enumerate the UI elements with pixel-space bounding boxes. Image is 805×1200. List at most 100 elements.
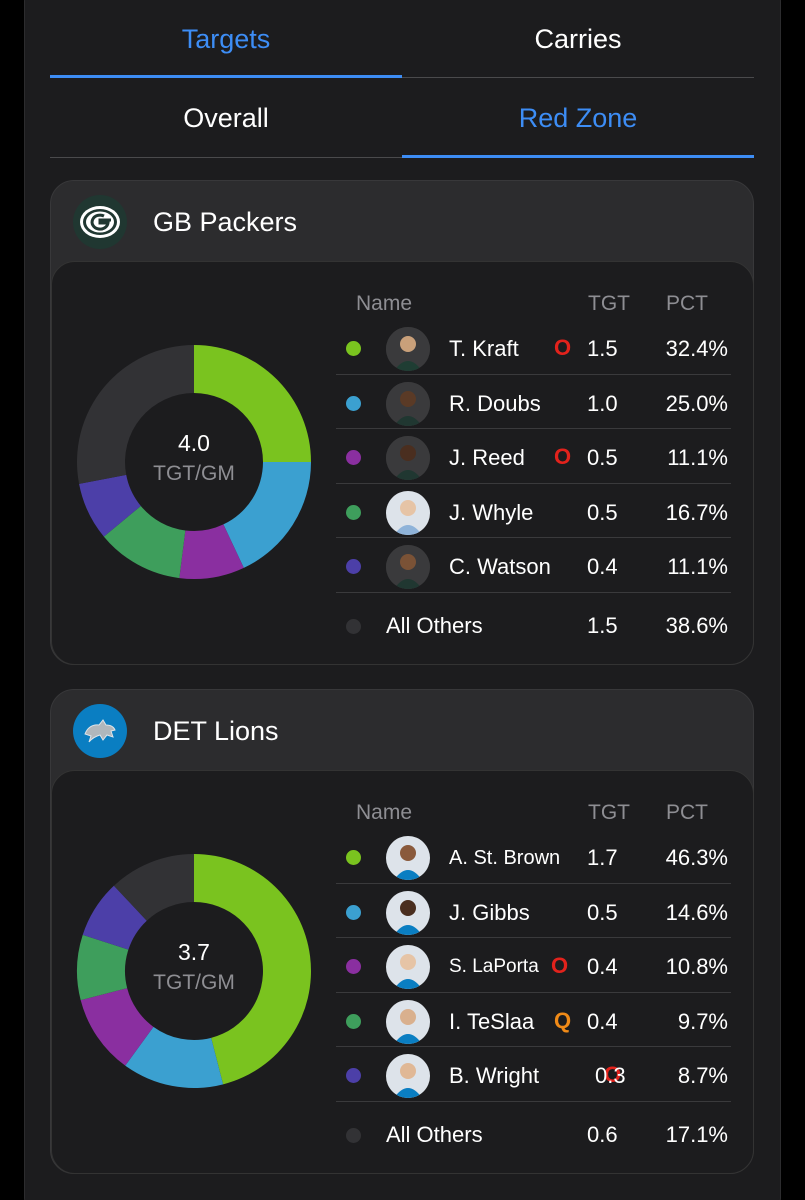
- legend-dot: [346, 959, 361, 974]
- team-header: GB Packers: [51, 181, 753, 263]
- team-card-gb: GB Packers 4.0 TGT/GM Name TGT PCT T. Kr…: [50, 180, 754, 665]
- team-header: DET Lions: [51, 690, 753, 772]
- player-name: All Others: [386, 612, 483, 638]
- pct-value: 16.7%: [665, 499, 728, 525]
- donut-slice-i-teslaa[interactable]: [77, 934, 129, 1001]
- tab-overall[interactable]: Overall: [183, 103, 269, 133]
- tgt-value: 0.5: [587, 445, 618, 470]
- tgt-value: 0.5: [587, 499, 618, 525]
- center-label: TGT/GM: [153, 462, 235, 485]
- center-value: 4.0: [178, 430, 210, 456]
- player-table: Name TGT PCT T. Kraft O 1.5 32.4% R. Dou…: [336, 290, 731, 655]
- legend-dot: [346, 1013, 361, 1029]
- team-name: DET Lions: [153, 715, 279, 746]
- player-name: J. Reed: [449, 445, 525, 470]
- tgt-value: 0.6: [587, 1121, 618, 1147]
- legend-dot: [346, 559, 361, 574]
- donut-slice-all-others[interactable]: [76, 345, 194, 484]
- donut-slice-j-whyle[interactable]: [103, 505, 186, 579]
- table-row[interactable]: J. Gibbs 0.5 14.6%: [336, 884, 731, 938]
- pct-value: 32.4%: [665, 336, 728, 361]
- tab-targets[interactable]: Targets: [50, 0, 402, 78]
- player-table: Name TGT PCT A. St. Brown 1.7 46.3% J. G…: [336, 799, 731, 1164]
- table-row[interactable]: A. St. Brown 1.7 46.3%: [336, 829, 731, 884]
- tgt-value: 1.7: [587, 845, 618, 870]
- lions-logo-icon: [73, 704, 127, 758]
- player-avatar: [386, 545, 430, 589]
- tgt-value: 1.5: [587, 612, 618, 638]
- tgt-value: 1.0: [587, 390, 618, 416]
- legend-dot: [346, 1068, 361, 1083]
- player-avatar: [386, 490, 430, 535]
- donut-slice-r-doubs[interactable]: [223, 462, 311, 568]
- legend-dot: [346, 395, 361, 411]
- donut-slice-t-kraft[interactable]: [194, 345, 311, 462]
- table-row[interactable]: S. LaPorta O 0.4 10.8%: [336, 938, 731, 993]
- center-label: TGT/GM: [153, 971, 235, 994]
- pct-value: 46.3%: [665, 845, 728, 870]
- team-name: GB Packers: [153, 206, 298, 237]
- injury-status: O: [554, 335, 572, 360]
- player-name: S. LaPorta: [449, 956, 539, 977]
- injury-status: Q: [554, 1007, 572, 1033]
- legend-dot: [346, 450, 361, 465]
- table-row[interactable]: C. Watson 0.4 11.1%: [336, 538, 731, 593]
- table-row[interactable]: J. Whyle 0.5 16.7%: [336, 484, 731, 538]
- primary-tabs: Targets Carries: [50, 0, 754, 78]
- legend-dot: [346, 904, 361, 920]
- injury-status: O: [551, 953, 569, 978]
- table-row[interactable]: I. TeSlaa Q 0.4 9.7%: [336, 993, 731, 1047]
- legend-dot: [346, 341, 361, 356]
- player-name: A. St. Brown: [449, 847, 561, 869]
- tgt-value: 0.5: [587, 899, 618, 925]
- player-name: J. Gibbs: [449, 899, 530, 925]
- pct-value: 10.8%: [665, 954, 728, 979]
- donut-slice-c-watson[interactable]: [79, 474, 141, 537]
- donut-slice-s-laporta[interactable]: [80, 988, 154, 1066]
- donut-slice-all-others[interactable]: [113, 854, 194, 921]
- player-avatar: [386, 436, 430, 480]
- tgt-value: 0.3: [595, 1063, 626, 1088]
- donut-slice-b-wright[interactable]: [82, 885, 147, 950]
- player-name: B. Wright: [449, 1063, 540, 1088]
- donut-slice-j-gibbs[interactable]: [125, 1026, 224, 1088]
- header-tgt: TGT: [588, 292, 630, 315]
- tab-carries[interactable]: Carries: [534, 24, 622, 54]
- donut-chart: [76, 345, 311, 579]
- player-name: I. TeSlaa: [449, 1008, 535, 1034]
- table-row[interactable]: J. Reed O 0.5 11.1%: [336, 429, 731, 484]
- injury-status: O: [604, 1062, 622, 1087]
- legend-dot: [346, 618, 361, 634]
- player-avatar: [386, 999, 430, 1044]
- table-row[interactable]: T. Kraft O 1.5 32.4%: [336, 320, 731, 375]
- header-pct: PCT: [666, 801, 708, 824]
- tgt-value: 0.4: [587, 954, 618, 979]
- secondary-tabs: Overall Red Zone: [50, 80, 754, 158]
- pct-value: 9.7%: [677, 1008, 728, 1034]
- player-name: C. Watson: [449, 554, 551, 579]
- table-row[interactable]: All Others 1.5 38.6%: [336, 593, 731, 655]
- team-stats-panel: 4.0 TGT/GM Name TGT PCT T. Kraft O 1.5 3…: [51, 261, 754, 665]
- legend-dot: [346, 1127, 361, 1143]
- header-name: Name: [356, 801, 413, 824]
- donut-slice-a-st-brown[interactable]: [194, 854, 312, 1085]
- table-row[interactable]: B. Wright O 0.3 8.7%: [336, 1047, 731, 1102]
- legend-dot: [346, 504, 361, 520]
- player-avatar: [386, 327, 430, 371]
- player-avatar: [386, 890, 430, 935]
- pct-value: 8.7%: [677, 1063, 728, 1088]
- pct-value: 11.1%: [667, 554, 728, 579]
- tab-red-zone[interactable]: Red Zone: [402, 80, 754, 158]
- pct-value: 38.6%: [665, 612, 728, 638]
- pct-value: 25.0%: [665, 390, 728, 416]
- player-avatar: [386, 1054, 430, 1098]
- donut-slice-j-reed[interactable]: [179, 524, 244, 579]
- packers-logo-icon: [73, 195, 127, 249]
- injury-status: O: [554, 444, 572, 469]
- table-row[interactable]: R. Doubs 1.0 25.0%: [336, 375, 731, 429]
- player-avatar: [386, 836, 430, 880]
- table-row[interactable]: All Others 0.6 17.1%: [336, 1102, 731, 1164]
- player-avatar: [386, 945, 430, 989]
- tgt-value: 0.4: [587, 554, 618, 579]
- tgt-value: 0.4: [587, 1008, 618, 1034]
